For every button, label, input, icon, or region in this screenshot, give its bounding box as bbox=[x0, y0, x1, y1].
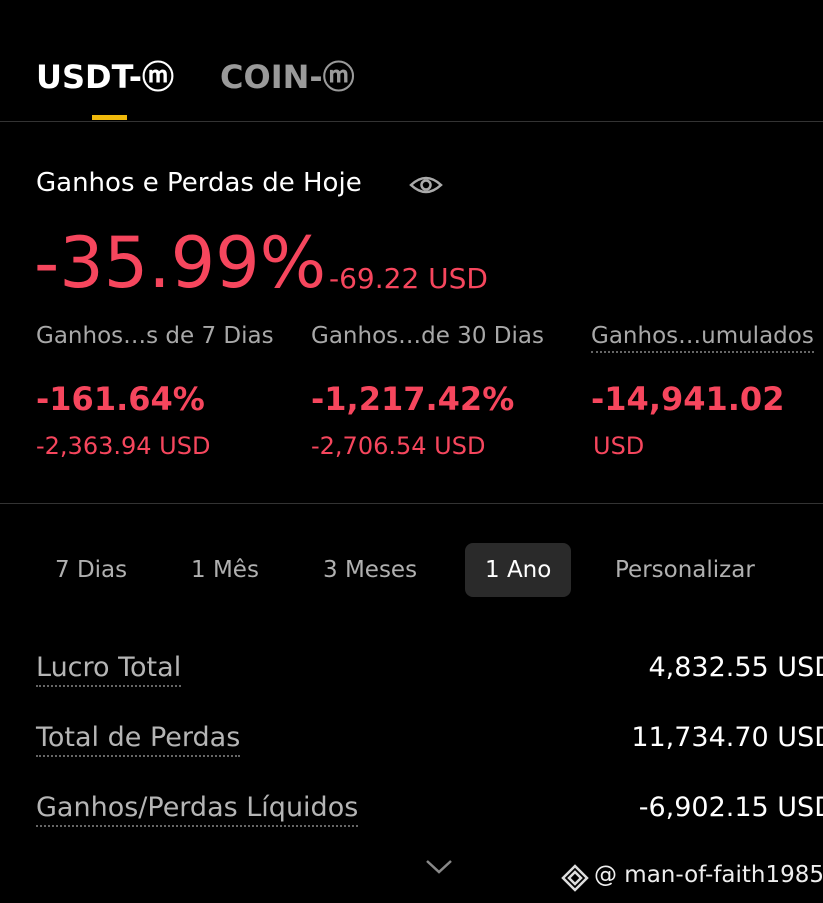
stat-label[interactable]: Ganhos…umulados bbox=[591, 323, 814, 353]
tab-indicator bbox=[92, 115, 127, 120]
period-button[interactable]: 3 Meses bbox=[323, 557, 418, 583]
stat-amount: -2,706.54 USD bbox=[311, 432, 486, 460]
divider bbox=[0, 503, 823, 504]
expand-chevron[interactable] bbox=[424, 858, 454, 876]
period-button[interactable]: 7 Dias bbox=[55, 557, 128, 583]
stat-label: Ganhos…de 30 Dias bbox=[311, 323, 544, 349]
summary-label[interactable]: Total de Perdas bbox=[36, 722, 241, 757]
today-title: Ganhos e Perdas de Hoje bbox=[36, 168, 362, 198]
stat-amount: USD bbox=[593, 432, 645, 460]
stat-percent: -14,941.02 bbox=[591, 380, 785, 418]
summary-value: 4,832.55 USD bbox=[648, 652, 823, 683]
summary-value: 11,734.70 USD bbox=[631, 722, 823, 753]
stat-percent: -1,217.42% bbox=[311, 380, 515, 418]
divider bbox=[0, 121, 823, 122]
tab[interactable]: USDT-ⓜ bbox=[36, 58, 175, 96]
period-button[interactable]: 1 Mês bbox=[191, 557, 259, 583]
summary-value: -6,902.15 USD bbox=[638, 792, 823, 823]
watermark: @ man-of-faith1985 bbox=[594, 862, 823, 888]
stat-amount: -2,363.94 USD bbox=[36, 432, 211, 460]
stat-percent: -161.64% bbox=[36, 380, 205, 418]
period-button[interactable]: 1 Ano bbox=[465, 543, 572, 597]
tab[interactable]: COIN-ⓜ bbox=[220, 58, 355, 96]
summary-label[interactable]: Lucro Total bbox=[36, 652, 182, 687]
eye-icon[interactable] bbox=[409, 172, 443, 198]
today-percent: -35.99% bbox=[34, 222, 327, 304]
summary-label[interactable]: Ganhos/Perdas Líquidos bbox=[36, 792, 359, 827]
today-amount: -69.22 USD bbox=[329, 262, 488, 295]
period-button[interactable]: Personalizar bbox=[615, 557, 755, 583]
stat-label: Ganhos…s de 7 Dias bbox=[36, 323, 274, 349]
logo-icon bbox=[561, 864, 589, 892]
